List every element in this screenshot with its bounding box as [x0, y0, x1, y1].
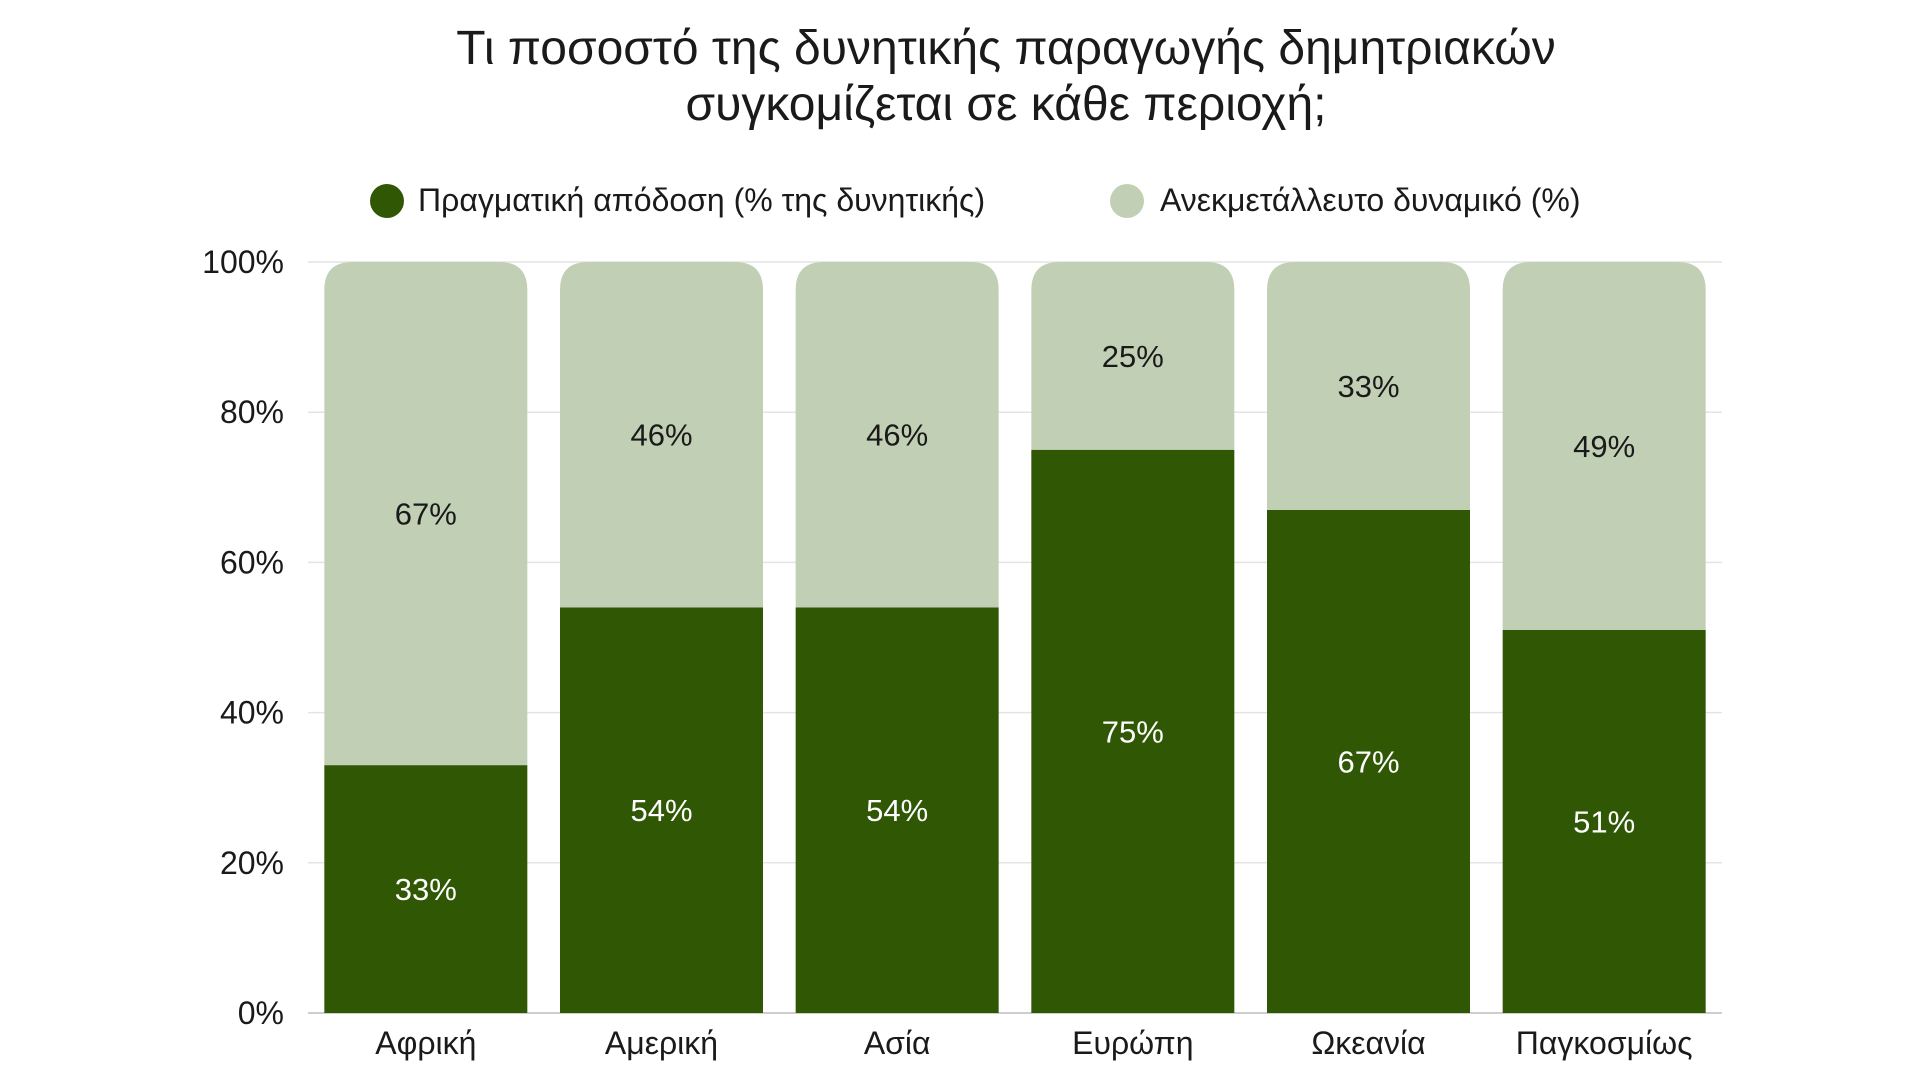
legend-label: Πραγματική απόδοση (% της δυνητικής) — [418, 182, 985, 218]
y-tick-label: 0% — [238, 995, 284, 1031]
x-tick-label: Ευρώπη — [1072, 1025, 1193, 1061]
data-label: 54% — [630, 793, 692, 828]
data-label: 46% — [866, 418, 928, 453]
x-tick-label: Αφρική — [375, 1025, 476, 1061]
bar-segment — [1267, 509, 1470, 1013]
x-tick-label: Ωκεανία — [1311, 1025, 1425, 1061]
bar-segment — [795, 607, 999, 1013]
data-label: 49% — [1573, 429, 1635, 464]
chart-title: Τι ποσοστό της δυνητικής παραγωγής δημητ… — [456, 22, 1555, 131]
bar-stack: 33% 67% — [324, 262, 528, 1013]
bar-stack: 67% 33% — [1267, 262, 1470, 1013]
x-tick-label: Παγκοσμίως — [1516, 1025, 1693, 1061]
chart-title-line: συγκομίζεται σε κάθε περιοχή; — [686, 78, 1327, 131]
y-tick-label: 40% — [220, 695, 284, 731]
bar-segment — [1502, 262, 1706, 630]
data-label: 33% — [395, 872, 457, 907]
bar-segment — [560, 262, 763, 608]
bar-segment — [324, 262, 528, 766]
bar-segment — [1031, 262, 1235, 450]
y-tick-label: 100% — [202, 244, 284, 280]
y-tick-label: 20% — [220, 845, 284, 881]
x-axis: Αφρική Αμερική Ασία Ευρώπη Ωκεανία Παγκοσμίως — [375, 1025, 1692, 1061]
bars: 33% 67% 54% 46% 54% 46% 75% 25% 67% 33% 51% 49% — [324, 262, 1706, 1013]
chart-title-line: Τι ποσοστό της δυνητικής παραγωγής δημητ… — [456, 22, 1555, 75]
chart-legend: Πραγματική απόδοση (% της δυνητικής) Ανεκ… — [370, 182, 1580, 218]
bar-segment — [795, 262, 999, 608]
data-label: 46% — [630, 418, 692, 453]
data-label: 67% — [1337, 744, 1399, 779]
data-label: 67% — [395, 497, 457, 532]
bar-stack: 75% 25% — [1031, 262, 1235, 1013]
data-label: 33% — [1337, 369, 1399, 404]
bar-segment — [1267, 262, 1470, 510]
gridlines — [308, 261, 1722, 1014]
bar-stack: 54% 46% — [560, 262, 763, 1013]
bar-segment — [1502, 629, 1706, 1013]
data-label: 51% — [1573, 804, 1635, 839]
legend-label: Ανεκμετάλλευτο δυναμικό (%) — [1160, 182, 1580, 218]
legend-marker — [1110, 184, 1144, 218]
bar-segment — [1031, 449, 1235, 1013]
bar-segment — [324, 765, 528, 1013]
legend-marker — [370, 184, 404, 218]
x-tick-label: Ασία — [864, 1025, 931, 1061]
x-tick-label: Αμερική — [605, 1025, 718, 1061]
y-tick-label: 80% — [220, 394, 284, 430]
y-axis: 0% 20% 40% 60% 80% 100% — [202, 244, 284, 1031]
y-tick-label: 60% — [220, 544, 284, 580]
data-label: 75% — [1102, 714, 1164, 749]
bar-stack: 51% 49% — [1502, 262, 1706, 1013]
bar-segment — [560, 607, 763, 1013]
data-label: 25% — [1102, 339, 1164, 374]
data-label: 54% — [866, 793, 928, 828]
bar-stack: 54% 46% — [795, 262, 999, 1013]
